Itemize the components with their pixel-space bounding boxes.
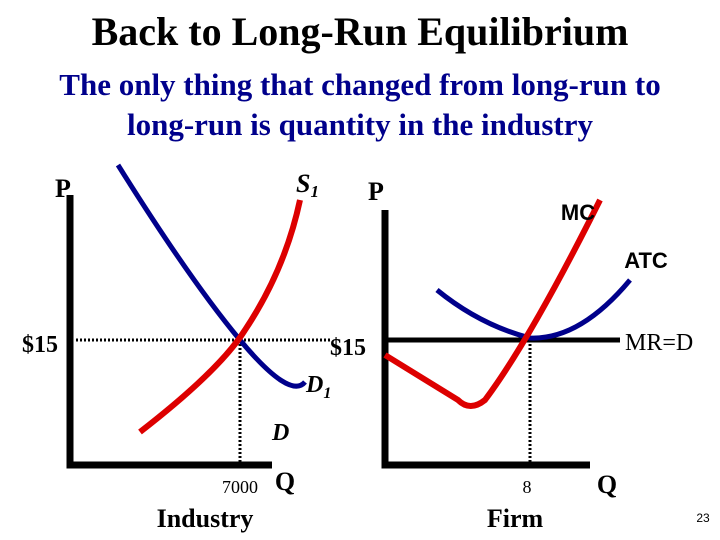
- price-label: $15: [330, 335, 366, 361]
- caption: Firm: [487, 504, 544, 533]
- axes: [381, 210, 590, 469]
- axis-label: Q: [275, 467, 295, 496]
- quantity-label: 8: [523, 477, 532, 497]
- subtitle: The only thing that changed from long-ru…: [59, 67, 660, 102]
- subscript: 1: [310, 182, 319, 201]
- axis-label: Q: [597, 470, 617, 499]
- axis-label: P: [55, 174, 71, 203]
- curve-label: MC: [561, 200, 595, 225]
- industry-graph: P S1 $15 D1 D 7000 Q Industry: [22, 163, 332, 533]
- axes: [66, 195, 272, 469]
- curve-label: D: [271, 420, 289, 446]
- curve-label: ATC: [624, 248, 668, 273]
- demand-curve: [115, 163, 307, 389]
- curve-label: MR=D: [625, 330, 693, 356]
- slide-number: 23: [696, 511, 710, 525]
- caption: Industry: [157, 504, 254, 533]
- curve-label: D1: [305, 372, 331, 402]
- firm-graph: P MC ATC MR=D $15 8 Q Firm: [330, 177, 693, 533]
- mc-curve: [383, 198, 603, 409]
- subtitle: long-run is quantity in the industry: [127, 107, 593, 142]
- axis-label: P: [368, 177, 384, 206]
- supply-curve: [138, 199, 303, 435]
- label: D: [305, 372, 323, 398]
- atc-curve: [435, 278, 632, 341]
- quantity-label: 7000: [222, 477, 258, 497]
- price-label: $15: [22, 332, 58, 358]
- title: Back to Long-Run Equilibrium: [92, 9, 629, 54]
- curve-label: S1: [296, 169, 319, 201]
- subscript: 1: [323, 385, 331, 402]
- label: S: [296, 169, 310, 198]
